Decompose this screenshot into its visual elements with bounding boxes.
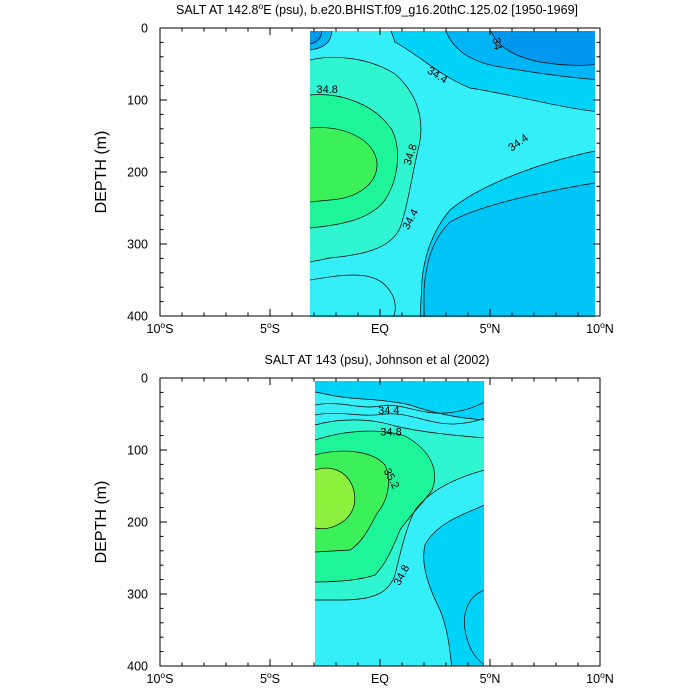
contour-line (423, 182, 595, 317)
bottom-panel-title: SALT AT 143 (psu), Johnson et al (2002) (265, 353, 490, 367)
x-tick-label: 5oN (480, 670, 501, 686)
salinity-band-34-0-deep (424, 182, 595, 317)
contour-line (315, 402, 484, 414)
contour-line (315, 467, 356, 530)
contour-line (310, 31, 323, 45)
x-tick-label: 5oN (480, 320, 501, 336)
contour-line (310, 274, 396, 317)
contour-line (315, 412, 484, 425)
x-tick-label: 10oS (147, 670, 174, 686)
salinity-band-33-8 (491, 31, 595, 66)
x-tick-label: 10oN (586, 670, 614, 686)
x-tick-label: 10oS (147, 320, 174, 336)
y-tick-label: 400 (127, 310, 148, 324)
salinity-band-34-4-deep (423, 505, 484, 666)
salinity-band-34-4 (315, 381, 484, 420)
contour-line (315, 391, 484, 421)
contour-line (315, 430, 436, 583)
contour-line (490, 31, 595, 66)
contour-line (310, 127, 378, 203)
bottom-contour-lines (315, 391, 484, 666)
y-tick-label: 100 (127, 444, 148, 458)
top-axis-ticks: 10oS 5oS EQ 5oN 10oN 0 100 200 300 400 (127, 22, 614, 337)
contour-line (310, 31, 333, 51)
y-tick-label: 0 (141, 22, 148, 36)
top-y-axis-label: DEPTH (m) (93, 131, 110, 214)
x-tick-label: 5oS (260, 320, 280, 336)
x-tick-label: EQ (371, 672, 389, 686)
contour-line (445, 31, 595, 80)
contour-line (310, 94, 398, 229)
x-tick-label: EQ (371, 322, 389, 336)
y-tick-label: 400 (127, 660, 148, 674)
bottom-y-axis-label: DEPTH (m) (93, 481, 110, 564)
contour-line (419, 150, 595, 317)
top-contour-lines (310, 31, 595, 317)
contour-line (315, 469, 484, 601)
y-tick-label: 300 (127, 238, 148, 252)
y-tick-label: 0 (141, 372, 148, 386)
top-contour-fill (310, 31, 595, 317)
contour-line (315, 450, 389, 553)
contour-label: 34 (489, 37, 503, 51)
x-tick-label: 10oN (586, 320, 614, 336)
y-tick-label: 200 (127, 516, 148, 530)
bottom-panel: SALT AT 143 (psu), Johnson et al (2002) … (93, 353, 614, 686)
x-tick-label: 5oS (260, 670, 280, 686)
contour-label: 34.4 (378, 405, 399, 417)
y-tick-label: 200 (127, 166, 148, 180)
contour-label: 34.8 (316, 84, 337, 96)
salinity-band-35-4 (315, 468, 355, 529)
surface-min-patch (310, 31, 322, 44)
top-panel-title: SALT AT 142.8oE (psu), b.e20.BHIST.f09_g… (176, 1, 578, 17)
contour-line (464, 590, 484, 665)
bottom-axis-ticks: 10oS 5oS EQ 5oN 10oN 0 100 200 300 400 (127, 372, 614, 687)
contour-line (310, 57, 422, 263)
contour-label: 34.8 (380, 427, 401, 439)
y-tick-label: 100 (127, 94, 148, 108)
top-panel: SALT AT 142.8oE (psu), b.e20.BHIST.f09_g… (93, 1, 614, 336)
contour-line (390, 31, 595, 112)
contour-line (423, 505, 484, 666)
salinity-band-35-2 (310, 127, 378, 202)
bottom-contour-fill (315, 381, 484, 666)
contour-line (315, 419, 484, 439)
y-tick-label: 300 (127, 588, 148, 602)
